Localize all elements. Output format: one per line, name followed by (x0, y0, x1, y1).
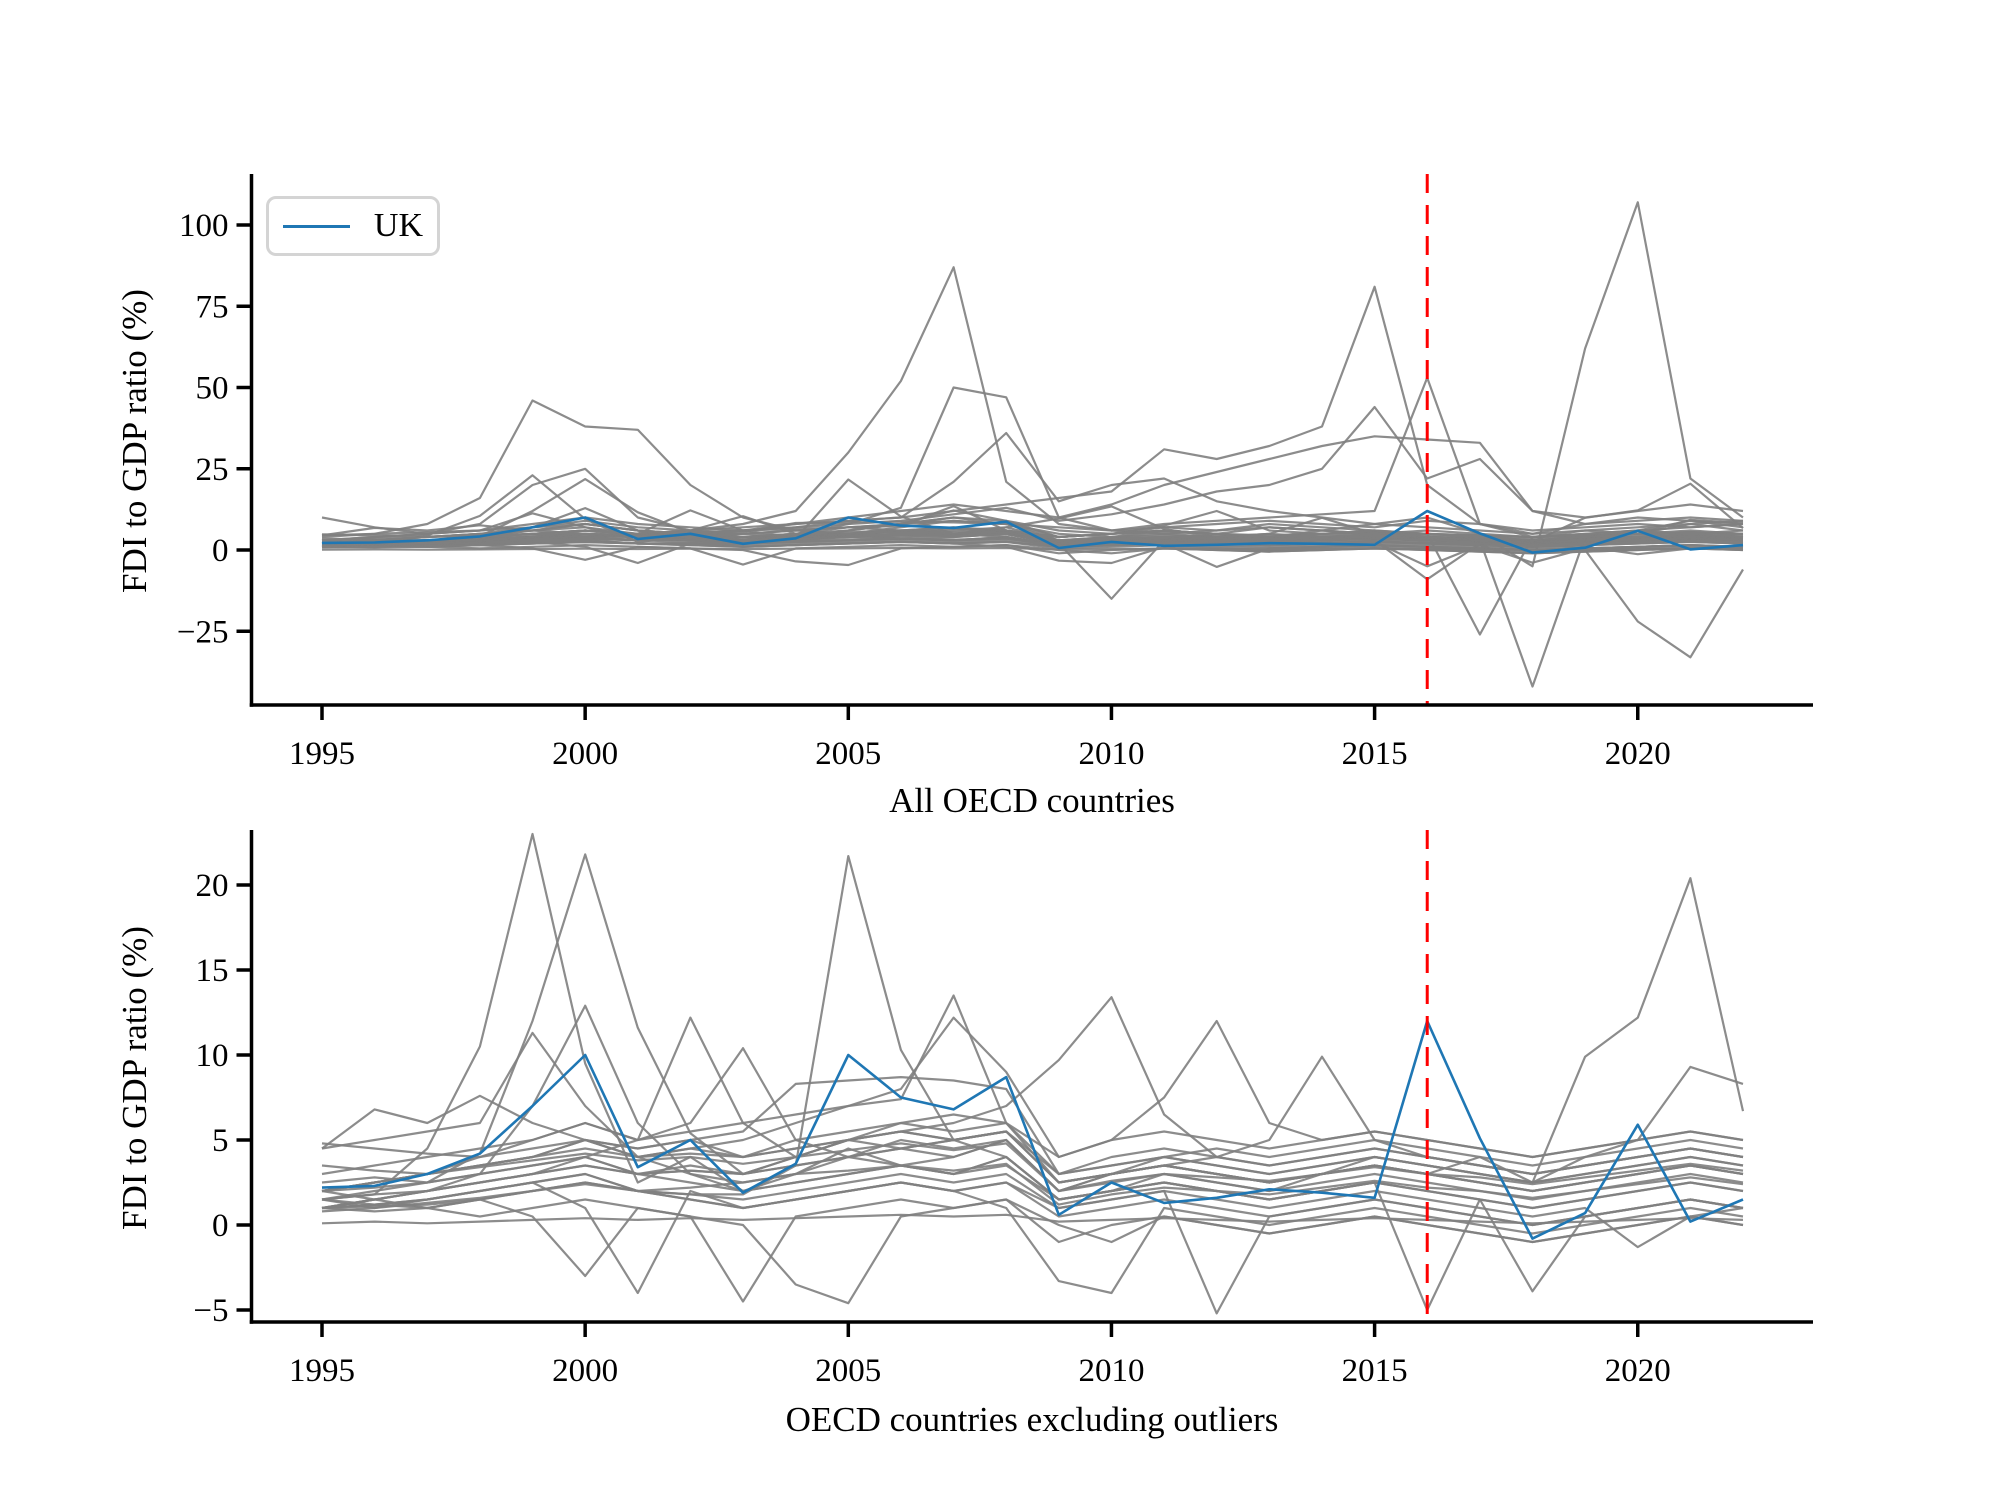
y-tick-label: −25 (177, 614, 229, 650)
x-tick-label: 2015 (1342, 1353, 1408, 1389)
y-tick-label: 10 (196, 1038, 229, 1074)
uk-line (321, 509, 1744, 554)
y-tick-label: 0 (212, 533, 229, 569)
y-tick-label: 20 (196, 868, 229, 904)
uk-line (321, 1019, 1744, 1240)
uk-line-legend-sample-icon (283, 224, 350, 228)
y-tick-label: 50 (196, 371, 229, 407)
oecd-country-line (321, 201, 1744, 568)
oecd-country-line (321, 1019, 1744, 1193)
bottom-panel-title: OECD countries excluding outliers (785, 1400, 1279, 1439)
oecd-country-line (321, 1189, 1744, 1305)
legend-label-uk: UK (373, 207, 423, 244)
x-tick-label: 2000 (552, 736, 618, 772)
y-tick-label: 100 (179, 208, 229, 244)
oecd-country-line (321, 405, 1744, 545)
x-tick-label: 2010 (1078, 1353, 1144, 1389)
oecd-country-line (321, 386, 1744, 548)
oecd-country-line (321, 285, 1744, 545)
x-tick-label: 2015 (1342, 736, 1408, 772)
oecd-country-line (321, 1172, 1744, 1315)
y-tick-label: −5 (193, 1293, 228, 1329)
x-tick-label: 2020 (1605, 736, 1671, 772)
legend-box: UK (266, 196, 440, 256)
oecd-country-line (321, 1065, 1744, 1193)
oecd-country-line (321, 431, 1744, 542)
y-tick-label: 5 (212, 1123, 229, 1159)
oecd-country-line (321, 994, 1744, 1193)
top-panel-title: All OECD countries (889, 781, 1175, 820)
x-tick-label: 2010 (1078, 736, 1144, 772)
oecd-country-line (321, 996, 1744, 1201)
oecd-country-line (321, 1142, 1744, 1193)
bottom-panel-y-axis-label: FDI to GDP ratio (%) (115, 926, 154, 1230)
y-tick-label: 15 (196, 953, 229, 989)
x-tick-label: 2000 (552, 1353, 618, 1389)
oecd-country-line (321, 1075, 1744, 1176)
x-tick-label: 2020 (1605, 1353, 1671, 1389)
bottom-panel-plot-area (321, 830, 1745, 1322)
oecd-country-line (321, 1016, 1744, 1176)
top-panel-y-axis-label: FDI to GDP ratio (%) (115, 289, 154, 593)
y-tick-label: 25 (196, 452, 229, 488)
top-panel-plot-area (321, 174, 1744, 705)
oecd-country-line (321, 1162, 1744, 1213)
oecd-country-line (321, 1213, 1744, 1225)
oecd-country-line (321, 1155, 1744, 1312)
y-tick-label: 75 (196, 289, 229, 325)
top-panel-axes: 1995 2000 2005 2010 2015 2020 100 75 50 25 0 −25 (177, 174, 1813, 772)
x-tick-label: 1995 (289, 1353, 355, 1389)
oecd-country-line (321, 516, 1744, 688)
oecd-country-line (321, 399, 1744, 542)
x-tick-label: 1995 (289, 736, 355, 772)
x-tick-label: 2005 (815, 736, 881, 772)
y-tick-label: 0 (212, 1208, 229, 1244)
oecd-country-line (321, 376, 1744, 548)
x-tick-label: 2005 (815, 1353, 881, 1389)
